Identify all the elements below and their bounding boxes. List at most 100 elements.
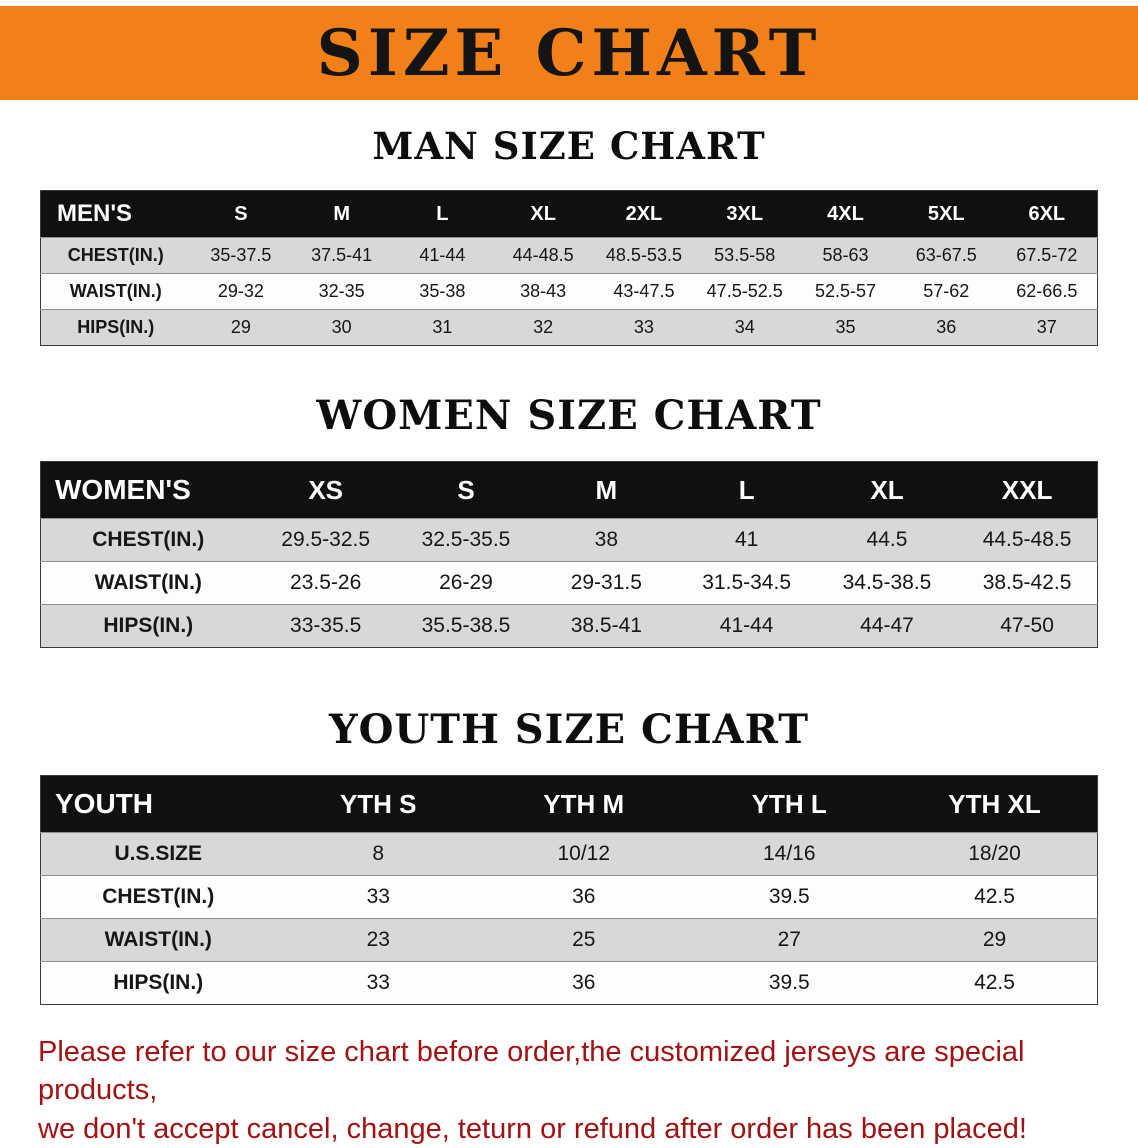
measure-cell: 38.5-42.5 bbox=[957, 561, 1098, 605]
size-chart-page: SIZE CHART MAN SIZE CHART MEN'S S M L XL… bbox=[0, 6, 1138, 1148]
measure-cell: 32.5-35.5 bbox=[395, 518, 537, 562]
measure-cell: 37.5-41 bbox=[291, 237, 393, 274]
measure-cell: 39.5 bbox=[686, 961, 892, 1005]
measure-cell: 18/20 bbox=[892, 832, 1098, 876]
measure-cell: 29.5-32.5 bbox=[255, 518, 396, 562]
size-header-cell: XS bbox=[255, 461, 396, 519]
measure-cell: 27 bbox=[686, 918, 892, 962]
measure-cell: 34 bbox=[694, 309, 796, 346]
measure-cell: 25 bbox=[481, 918, 687, 962]
size-header-cell: YTH L bbox=[686, 775, 892, 833]
table-row-chest: CHEST(IN.) 35-37.5 37.5-41 41-44 44-48.5… bbox=[40, 237, 1098, 274]
measure-cell: 23.5-26 bbox=[255, 561, 396, 605]
size-header-cell: 2XL bbox=[593, 190, 695, 238]
size-header-cell: L bbox=[676, 461, 817, 519]
measure-cell: 53.5-58 bbox=[694, 237, 796, 274]
measure-cell: 36 bbox=[895, 309, 997, 346]
table-row-waist: WAIST(IN.) 29-32 32-35 35-38 38-43 43-47… bbox=[40, 273, 1098, 310]
row-label: U.S.SIZE bbox=[40, 832, 276, 876]
measure-cell: 23 bbox=[275, 918, 481, 962]
measure-cell: 29-32 bbox=[190, 273, 292, 310]
table-row-waist: WAIST(IN.) 23.5-26 26-29 29-31.5 31.5-34… bbox=[40, 561, 1098, 605]
row-label: HIPS(IN.) bbox=[40, 604, 256, 648]
measure-cell: 35-37.5 bbox=[190, 237, 292, 274]
size-header-cell: YTH M bbox=[481, 775, 687, 833]
measure-cell: 33 bbox=[275, 875, 481, 919]
measure-cell: 32 bbox=[492, 309, 594, 346]
table-row-hips: HIPS(IN.) 33-35.5 35.5-38.5 38.5-41 41-4… bbox=[40, 604, 1098, 648]
size-header-cell: YTH S bbox=[275, 775, 481, 833]
size-header-cell: YTH XL bbox=[892, 775, 1098, 833]
measure-cell: 41-44 bbox=[676, 604, 817, 648]
page-title: SIZE CHART bbox=[316, 15, 822, 91]
measure-cell: 44.5 bbox=[816, 518, 958, 562]
table-row-ussize: U.S.SIZE 8 10/12 14/16 18/20 bbox=[40, 832, 1098, 876]
row-label: HIPS(IN.) bbox=[40, 309, 191, 346]
table-row-chest: CHEST(IN.) 29.5-32.5 32.5-35.5 38 41 44.… bbox=[40, 518, 1098, 562]
measure-cell: 38-43 bbox=[492, 273, 594, 310]
measure-cell: 34.5-38.5 bbox=[816, 561, 958, 605]
measure-cell: 47-50 bbox=[957, 604, 1098, 648]
measure-cell: 38 bbox=[536, 518, 677, 562]
youth-table-header-row: YOUTH YTH S YTH M YTH L YTH XL bbox=[40, 775, 1098, 833]
measure-cell: 14/16 bbox=[686, 832, 892, 876]
women-section-heading: WOMEN SIZE CHART bbox=[316, 392, 822, 439]
measure-cell: 33-35.5 bbox=[255, 604, 396, 648]
footer-notice-line2: we don't accept cancel, change, teturn o… bbox=[38, 1112, 1027, 1145]
row-label: WAIST(IN.) bbox=[40, 561, 256, 605]
footer-notice: Please refer to our size chart before or… bbox=[38, 1033, 1100, 1148]
youth-section: YOUTH SIZE CHART YOUTH YTH S YTH M YTH L… bbox=[0, 706, 1138, 1005]
measure-cell: 26-29 bbox=[395, 561, 537, 605]
measure-cell: 44-48.5 bbox=[492, 237, 594, 274]
size-header-cell: S bbox=[395, 461, 537, 519]
women-table-title-cell: WOMEN'S bbox=[40, 461, 256, 519]
measure-cell: 31 bbox=[392, 309, 493, 346]
measure-cell: 36 bbox=[481, 875, 687, 919]
measure-cell: 42.5 bbox=[892, 961, 1098, 1005]
size-header-cell: M bbox=[291, 190, 393, 238]
men-table-header-row: MEN'S S M L XL 2XL 3XL 4XL 5XL 6XL bbox=[40, 190, 1098, 238]
men-table-title-cell: MEN'S bbox=[40, 190, 191, 238]
table-row-hips: HIPS(IN.) 29 30 31 32 33 34 35 36 37 bbox=[40, 309, 1098, 346]
measure-cell: 42.5 bbox=[892, 875, 1098, 919]
men-section: MAN SIZE CHART MEN'S S M L XL 2XL 3XL 4X… bbox=[0, 124, 1138, 346]
measure-cell: 43-47.5 bbox=[593, 273, 695, 310]
men-size-table: MEN'S S M L XL 2XL 3XL 4XL 5XL 6XL CHEST… bbox=[40, 190, 1098, 346]
row-label: CHEST(IN.) bbox=[40, 237, 191, 274]
measure-cell: 30 bbox=[291, 309, 393, 346]
row-label: WAIST(IN.) bbox=[40, 273, 191, 310]
men-section-heading: MAN SIZE CHART bbox=[372, 124, 766, 168]
size-header-cell: XL bbox=[816, 461, 958, 519]
women-section: WOMEN SIZE CHART WOMEN'S XS S M L XL XXL… bbox=[0, 392, 1138, 648]
banner: SIZE CHART bbox=[0, 6, 1138, 100]
measure-cell: 48.5-53.5 bbox=[593, 237, 695, 274]
measure-cell: 32-35 bbox=[291, 273, 393, 310]
measure-cell: 57-62 bbox=[895, 273, 997, 310]
measure-cell: 52.5-57 bbox=[795, 273, 896, 310]
measure-cell: 39.5 bbox=[686, 875, 892, 919]
measure-cell: 35-38 bbox=[392, 273, 493, 310]
measure-cell: 67.5-72 bbox=[996, 237, 1098, 274]
measure-cell: 29-31.5 bbox=[536, 561, 677, 605]
women-size-table: WOMEN'S XS S M L XL XXL CHEST(IN.) 29.5-… bbox=[40, 461, 1098, 648]
row-label: WAIST(IN.) bbox=[40, 918, 276, 962]
measure-cell: 29 bbox=[892, 918, 1098, 962]
size-header-cell: M bbox=[536, 461, 677, 519]
row-label: CHEST(IN.) bbox=[40, 875, 276, 919]
row-label: CHEST(IN.) bbox=[40, 518, 256, 562]
measure-cell: 63-67.5 bbox=[895, 237, 997, 274]
measure-cell: 47.5-52.5 bbox=[694, 273, 796, 310]
measure-cell: 10/12 bbox=[481, 832, 687, 876]
measure-cell: 36 bbox=[481, 961, 687, 1005]
measure-cell: 29 bbox=[190, 309, 292, 346]
measure-cell: 41 bbox=[676, 518, 817, 562]
measure-cell: 33 bbox=[275, 961, 481, 1005]
table-row-hips: HIPS(IN.) 33 36 39.5 42.5 bbox=[40, 961, 1098, 1005]
youth-table-title-cell: YOUTH bbox=[40, 775, 276, 833]
measure-cell: 33 bbox=[593, 309, 695, 346]
size-header-cell: 3XL bbox=[694, 190, 796, 238]
measure-cell: 8 bbox=[275, 832, 481, 876]
youth-section-heading: YOUTH SIZE CHART bbox=[329, 706, 809, 753]
size-header-cell: XXL bbox=[957, 461, 1098, 519]
youth-size-table: YOUTH YTH S YTH M YTH L YTH XL U.S.SIZE … bbox=[40, 775, 1098, 1005]
